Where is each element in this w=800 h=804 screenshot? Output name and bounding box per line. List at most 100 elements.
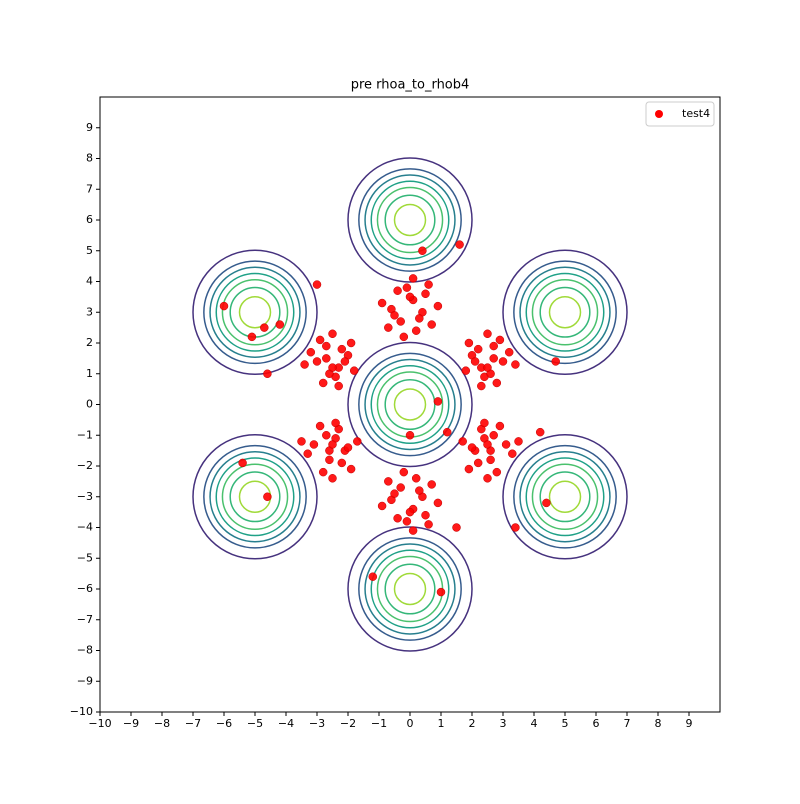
- contour: [519, 451, 611, 543]
- contour: [215, 272, 295, 352]
- point: [421, 510, 430, 520]
- point: [415, 486, 424, 495]
- contour: [347, 526, 473, 652]
- point: [219, 301, 229, 311]
- point: [275, 320, 285, 329]
- point: [384, 477, 393, 486]
- point: [467, 443, 477, 452]
- point: [455, 240, 464, 249]
- contour: [513, 260, 617, 365]
- y-tick-label: 6: [86, 213, 93, 226]
- point: [508, 449, 517, 458]
- point: [399, 467, 409, 477]
- y-tick-label: −6: [77, 582, 93, 595]
- x-tick-label: 9: [686, 717, 693, 730]
- legend-label: test4: [682, 107, 710, 120]
- contour: [358, 168, 462, 272]
- point: [325, 455, 334, 465]
- x-tick-label: 6: [593, 717, 600, 730]
- x-tick-label: −7: [185, 717, 201, 730]
- contour: [192, 249, 318, 375]
- contour: [358, 537, 462, 641]
- x-tick-label: 2: [469, 717, 476, 730]
- point: [408, 526, 418, 535]
- contour: [531, 278, 599, 346]
- point: [405, 431, 415, 440]
- contour: [548, 296, 582, 329]
- point: [442, 427, 452, 437]
- x-tick-label: 0: [407, 717, 414, 730]
- contour: [192, 434, 318, 560]
- y-tick-label: 3: [86, 305, 93, 318]
- contour: [376, 186, 444, 254]
- x-tick-label: −6: [216, 717, 232, 730]
- contour: [539, 286, 591, 338]
- point: [405, 292, 415, 302]
- contour: [203, 444, 307, 549]
- point: [353, 437, 362, 446]
- y-tick-label: −9: [77, 674, 93, 687]
- contour: [347, 157, 473, 283]
- y-tick-label: 9: [86, 121, 93, 134]
- point: [473, 458, 483, 468]
- point: [542, 498, 551, 508]
- point: [343, 443, 353, 452]
- point: [312, 357, 322, 366]
- y-tick-label: −7: [77, 613, 93, 626]
- point: [328, 329, 337, 339]
- point: [322, 354, 331, 363]
- point: [303, 449, 312, 458]
- x-tick-label: 7: [624, 717, 631, 730]
- point: [483, 363, 492, 372]
- point: [396, 317, 405, 326]
- point: [489, 341, 498, 351]
- point: [263, 369, 272, 378]
- contour: [221, 463, 289, 531]
- contour: [358, 352, 462, 457]
- y-tick-label: 5: [86, 244, 93, 257]
- point: [408, 274, 418, 283]
- point: [306, 347, 316, 357]
- point: [411, 326, 421, 335]
- y-tick-label: −3: [77, 490, 93, 503]
- contour: [364, 174, 456, 266]
- point: [433, 397, 443, 406]
- point: [399, 332, 409, 342]
- point: [328, 474, 337, 483]
- x-tick-label: −9: [123, 717, 139, 730]
- point: [483, 474, 492, 483]
- point: [328, 440, 337, 449]
- point: [421, 289, 430, 299]
- contour: [209, 266, 301, 358]
- point: [411, 474, 421, 483]
- point: [315, 421, 325, 431]
- x-tick-label: −3: [309, 717, 325, 730]
- y-tick-label: 4: [86, 275, 93, 288]
- contour: [347, 341, 473, 468]
- point: [492, 378, 502, 388]
- point: [511, 523, 520, 532]
- x-tick-label: 5: [562, 717, 569, 730]
- point: [514, 437, 523, 446]
- point: [300, 360, 309, 369]
- point: [337, 458, 347, 468]
- y-tick-label: 1: [86, 367, 93, 380]
- contour: [384, 563, 436, 615]
- point: [458, 437, 467, 446]
- point: [504, 347, 514, 357]
- point: [315, 335, 325, 345]
- y-tick-label: −8: [77, 644, 93, 657]
- point: [486, 455, 495, 465]
- point: [415, 314, 424, 323]
- contour: [393, 203, 427, 237]
- point: [424, 520, 433, 529]
- point: [427, 320, 436, 329]
- contour: [519, 266, 611, 358]
- y-tick-label: −4: [77, 521, 93, 534]
- point: [322, 341, 331, 351]
- point: [461, 366, 471, 375]
- point: [405, 507, 415, 517]
- contour: [229, 471, 281, 523]
- point: [393, 514, 402, 523]
- point: [492, 467, 502, 477]
